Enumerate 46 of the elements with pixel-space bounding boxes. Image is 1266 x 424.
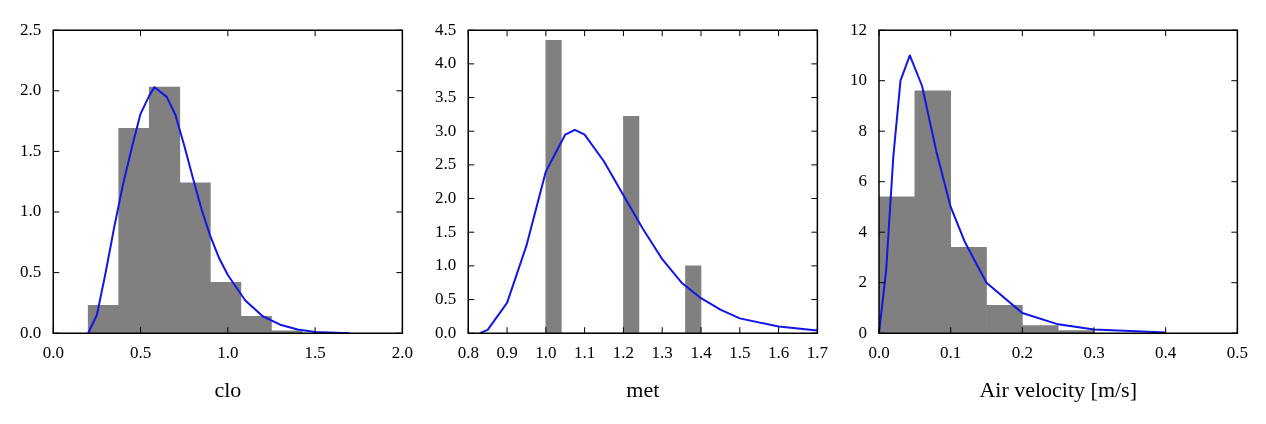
x-tick-label: 0.2 <box>1011 342 1033 362</box>
y-tick-label: 2.0 <box>435 188 457 207</box>
y-tick-label: 4 <box>858 221 868 241</box>
x-axis-title: met <box>626 376 660 402</box>
x-axis-title: Air velocity [m/s] <box>979 376 1138 402</box>
x-tick-label: 1.5 <box>729 342 751 362</box>
y-tick-label: 12 <box>850 19 867 39</box>
y-tick-label: 1.0 <box>435 255 457 275</box>
y-tick-label: 3.0 <box>435 120 457 140</box>
x-tick-label: 0.8 <box>457 342 479 362</box>
y-tick-label: 4.5 <box>435 19 457 39</box>
x-tick-label: 1.4 <box>690 342 713 362</box>
x-tick-label: 1.2 <box>612 342 635 362</box>
y-tick-label: 3.5 <box>435 87 457 106</box>
y-tick-label: 4.0 <box>435 53 457 73</box>
y-tick-label: 0.0 <box>435 322 457 342</box>
y-tick-label: 2.0 <box>20 80 42 100</box>
y-tick-label: 2.5 <box>20 19 42 39</box>
x-tick-label: 0.3 <box>1083 342 1105 362</box>
y-tick-label: 0.0 <box>20 322 42 342</box>
y-tick-label: 1.5 <box>435 221 457 241</box>
x-tick-label: 0.9 <box>496 342 518 362</box>
x-tick-label: 1.0 <box>217 342 239 362</box>
x-tick-label: 0.1 <box>940 342 962 362</box>
x-axis-title: clo <box>214 376 242 402</box>
y-tick-label: 1.5 <box>20 140 42 160</box>
y-tick-label: 10 <box>850 70 867 90</box>
x-tick-label: 1.1 <box>574 342 596 362</box>
x-tick-label: 0.0 <box>42 342 64 362</box>
x-tick-label: 1.0 <box>535 342 557 362</box>
x-tick-label: 1.6 <box>767 342 790 362</box>
y-tick-label: 0.5 <box>435 289 457 308</box>
x-tick-label: 2.0 <box>391 342 413 362</box>
y-tick-label: 0.5 <box>20 262 42 282</box>
y-tick-label: 2 <box>858 272 867 292</box>
x-tick-label: 1.5 <box>304 342 326 362</box>
y-tick-label: 0 <box>858 322 867 342</box>
x-tick-label: 1.3 <box>651 342 673 362</box>
y-tick-label: 1.0 <box>20 201 42 221</box>
x-tick-label: 0.5 <box>1226 342 1248 362</box>
y-tick-label: 6 <box>858 171 867 191</box>
y-tick-label: 2.5 <box>435 154 457 174</box>
y-tick-label: 8 <box>858 120 867 140</box>
x-tick-label: 0.4 <box>1155 342 1177 362</box>
x-tick-label: 0.5 <box>129 342 152 362</box>
x-tick-label: 1.7 <box>806 342 829 362</box>
